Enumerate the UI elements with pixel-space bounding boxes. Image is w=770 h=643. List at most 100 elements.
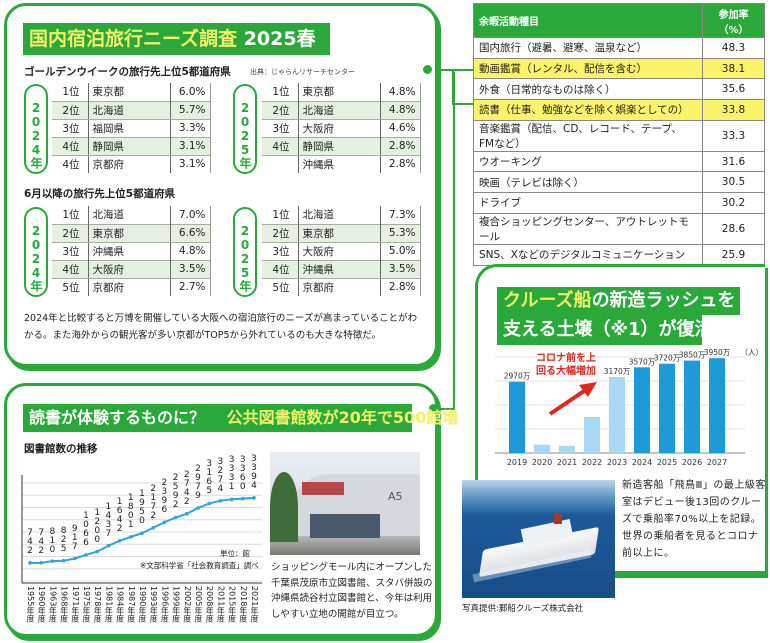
x-tick-label: 1993年度 — [149, 586, 159, 623]
data-point — [95, 549, 99, 554]
library-photo-caption: ショッピングモール内にオープンした千葉県茂原市立図書館、スタバ併設の沖縄県読谷村… — [271, 562, 433, 620]
data-point — [162, 520, 167, 525]
percentage: 3.5% — [379, 259, 421, 279]
data-label: 3274 — [215, 456, 226, 493]
prefecture: 京都府 — [87, 155, 170, 173]
prefecture: 沖縄県 — [297, 259, 380, 279]
cruise-description: 新造客船「飛鳥Ⅲ」の最上級客室はデビュー後13回のクルーズで乗船率70%以上を記… — [622, 480, 766, 559]
activity-row: 動画鑑賞（レンタル、配信を含む） 38.1 — [473, 57, 765, 80]
activity-rate: 30.2 — [702, 192, 765, 214]
activity-name: 読書（仕事、勉強などを除く娯楽としての） — [473, 99, 703, 121]
prefecture: 静岡県 — [87, 136, 170, 156]
x-tick-label: 2015年度 — [227, 586, 237, 623]
activity-rate: 25.9 — [702, 243, 765, 266]
x-tick-label: 1975年度 — [82, 586, 91, 623]
percentage: 3.3% — [169, 119, 211, 137]
rank: 2位 — [262, 100, 298, 120]
unit-label: （人） — [741, 348, 764, 357]
rank: 3位 — [62, 245, 80, 258]
rank-row: 1位 東京都 6.0% — [52, 83, 211, 101]
activity-name: 外食（日常的なものは除く） — [473, 78, 703, 101]
percentage: 3.1% — [169, 136, 211, 156]
rank-row: 5位 京都府 2.7% — [52, 278, 211, 296]
data-label: 825 — [58, 526, 69, 554]
x-tick-label: 2024 — [632, 458, 652, 467]
percentage: 5.3% — [379, 223, 421, 243]
rank: 1位 — [272, 86, 290, 99]
percentage: 4.8% — [169, 242, 211, 260]
x-tick-label: 2025 — [657, 458, 677, 467]
travel-paragraph: 2024年と比較すると万博を開催している大阪への宿泊旅行のニーズが高まっているこ… — [24, 313, 418, 341]
rank: 2位 — [52, 100, 88, 120]
connector-line — [437, 408, 455, 410]
arrow-shaft — [548, 387, 589, 416]
x-tick-label: 2026 — [682, 458, 702, 467]
x-tick-label: 2018年度 — [238, 586, 248, 623]
rank-row: 4位 静岡県 3.1% — [52, 136, 211, 156]
percentage: 4.8% — [379, 83, 421, 101]
rank: 3位 — [272, 245, 290, 258]
leisure-activity-table: 余暇活動種目 参加率 （%） 国内旅行（避暑、避寒、温泉など） 48.3 動画鑑賞（レ… — [473, 3, 765, 266]
rank: 1位 — [272, 209, 290, 222]
rank — [262, 155, 298, 173]
prefecture: 沖縄県 — [297, 155, 380, 173]
travel-title-year: 2025春 — [243, 28, 316, 50]
prefecture: 東京都 — [87, 223, 170, 243]
data-label: 3720万 — [654, 354, 681, 363]
x-tick-label: 1981年度 — [104, 586, 114, 623]
gw-heading: ゴールデンウイークの旅行先上位5都道府県 — [24, 66, 231, 78]
activity-row: 国内旅行（避暑、避寒、温泉など） 48.3 — [473, 37, 765, 59]
cruise-passenger-chart: 2019 2970万 2020 2021 2022 2023 3170万 2024 3570万 2… — [495, 348, 764, 467]
x-tick-label: 1996年度 — [160, 586, 170, 623]
x-tick-label: 1987年度 — [126, 586, 136, 623]
cruise-annotation: コロナ前を上回る大幅増加 — [536, 353, 596, 377]
data-point — [50, 559, 55, 563]
rank: 2位 — [262, 223, 298, 243]
data-label: 1950 — [137, 489, 147, 526]
cruise-title-line2: 支える土壌（※1）が復活 — [497, 315, 712, 345]
x-tick-label: 2021年度 — [250, 586, 259, 623]
x-tick-label: 2027 — [707, 458, 727, 467]
data-point — [207, 501, 211, 506]
data-label: 1437 — [103, 501, 114, 538]
rank-row: 1位 北海道 7.0% — [52, 206, 211, 224]
activity-name: 動画鑑賞（レンタル、配信を含む） — [473, 57, 703, 80]
bar — [659, 363, 675, 453]
data-label: 3570万 — [629, 357, 656, 366]
activity-row: 映画（テレビは除く） 30.5 — [473, 171, 765, 194]
year-pill-2024: 2024年 — [24, 84, 48, 174]
gw-2024-table: 1位 東京都 6.0% 2位 北海道 5.7% 3位 福岡県 3.3% 4位 静岡県 3.1% 4位 京都… — [52, 83, 211, 173]
activity-row: ウオーキング 31.6 — [473, 150, 765, 173]
rank: 5位 — [62, 281, 80, 294]
x-tick-label: 2020 — [532, 458, 552, 467]
connector-line — [453, 72, 455, 410]
percentage: 2.7% — [169, 278, 211, 296]
x-tick-label: 2022 — [582, 458, 602, 467]
activity-name: 複合ショッピングセンター、アウトレットモール — [473, 212, 703, 245]
x-tick-label: 1960年度 — [37, 586, 47, 623]
year-pill-2025: 2025年 — [233, 207, 257, 297]
x-tick-label: 1963年度 — [48, 586, 58, 623]
rank-row: 2位 東京都 5.3% — [262, 223, 421, 243]
percentage: 3.1% — [169, 155, 211, 173]
x-tick-label: 1990年度 — [138, 586, 147, 623]
data-point — [241, 496, 245, 501]
activity-rate: 35.6 — [702, 78, 765, 101]
bar — [534, 444, 550, 453]
data-point — [117, 538, 122, 543]
data-point — [73, 556, 77, 561]
cruise-ship-photo — [462, 480, 615, 598]
x-tick-label: 1978年度 — [93, 586, 103, 623]
activity-row: 複合ショッピングセンター、アウトレットモール 28.6 — [473, 212, 765, 245]
prefecture: 北海道 — [87, 206, 170, 224]
data-label: 3170万 — [604, 367, 631, 376]
travel-title-main: 国内宿泊旅行ニーズ調査 — [29, 28, 238, 50]
travel-survey-panel — [4, 3, 438, 367]
photo-credit: 写真提供:郵船クルーズ株式会社 — [462, 604, 584, 614]
rank: 4位 — [52, 259, 88, 279]
rank-row: 2位 北海道 5.7% — [52, 100, 211, 120]
rank-row: 3位 福岡県 3.3% — [52, 119, 211, 137]
header-rate: 参加率 （%） — [702, 3, 765, 38]
x-tick-label: 1968年度 — [59, 586, 69, 623]
data-label: 1801 — [125, 492, 136, 529]
